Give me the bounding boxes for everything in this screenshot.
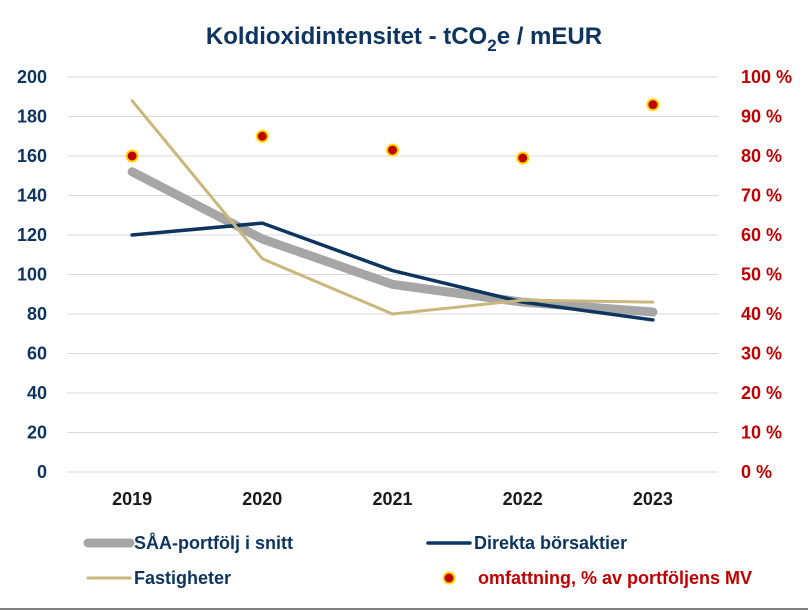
- chart-title: Koldioxidintensitet - tCO2e / mEUR: [206, 23, 602, 55]
- right-tick-label: 100 %: [741, 67, 792, 87]
- x-tick-label: 2023: [633, 489, 673, 509]
- coverage-point: [647, 99, 659, 111]
- right-axis-ticks: 0 % 10 % 20 % 30 % 40 % 50 % 60 % 70 % 80 % 90 % 1…: [741, 67, 792, 482]
- left-tick-label: 140: [17, 186, 47, 206]
- series-line-2: [130, 99, 655, 316]
- legend-label: Fastigheter: [134, 568, 231, 588]
- series-layer: [125, 98, 660, 322]
- left-tick-label: 200: [17, 67, 47, 87]
- left-tick-label: 60: [27, 344, 47, 364]
- x-tick-label: 2019: [112, 489, 152, 509]
- left-tick-label: 120: [17, 225, 47, 245]
- series-line-0: [127, 167, 658, 317]
- x-axis-ticks: 2019 2020 2021 2022 2023: [112, 489, 673, 509]
- right-tick-label: 80 %: [741, 146, 782, 166]
- chart-title-tail: e / mEUR: [497, 23, 602, 50]
- legend-label: Direkta börsaktier: [474, 533, 627, 553]
- right-tick-label: 60 %: [741, 225, 782, 245]
- left-tick-label: 40: [27, 383, 47, 403]
- legend-label: omfattning, % av portföljens MV: [478, 568, 752, 588]
- left-tick-label: 80: [27, 304, 47, 324]
- right-tick-label: 0 %: [741, 462, 772, 482]
- legend-swatch: [442, 571, 456, 585]
- left-tick-label: 100: [17, 265, 47, 285]
- legend-label: SÅA-portfölj i snitt: [134, 533, 293, 553]
- right-tick-label: 90 %: [741, 107, 782, 127]
- x-tick-label: 2020: [242, 489, 282, 509]
- right-tick-label: 20 %: [741, 383, 782, 403]
- coverage-point-ring: [125, 149, 139, 163]
- left-axis-ticks: 0 20 40 60 80 100 120 140 160 180 200: [17, 67, 47, 482]
- coverage-point-ring: [516, 151, 530, 165]
- coverage-point-ring: [386, 143, 399, 157]
- series-line-1: [130, 221, 655, 322]
- gridlines: [67, 76, 718, 473]
- left-tick-label: 0: [37, 462, 47, 482]
- right-tick-label: 40 %: [741, 304, 782, 324]
- coverage-point-ring: [646, 98, 660, 112]
- coverage-point: [387, 144, 398, 156]
- coverage-point-ring: [255, 129, 269, 143]
- left-tick-label: 160: [17, 146, 47, 166]
- legend: SÅA-portfölj i snitt Direkta börsaktier Fa…: [83, 533, 752, 588]
- left-tick-label: 20: [27, 423, 47, 443]
- coverage-point: [126, 150, 138, 162]
- x-tick-label: 2022: [503, 489, 543, 509]
- left-tick-label: 180: [17, 107, 47, 127]
- chart-title-subscript: 2: [487, 36, 496, 55]
- right-tick-label: 10 %: [741, 423, 782, 443]
- chart-title-main: Koldioxidintensitet - tCO: [206, 23, 487, 50]
- coverage-point: [256, 130, 268, 142]
- right-tick-label: 30 %: [741, 344, 782, 364]
- coverage-point: [517, 152, 529, 164]
- right-tick-label: 50 %: [741, 265, 782, 285]
- x-tick-label: 2021: [372, 489, 412, 509]
- right-tick-label: 70 %: [741, 186, 782, 206]
